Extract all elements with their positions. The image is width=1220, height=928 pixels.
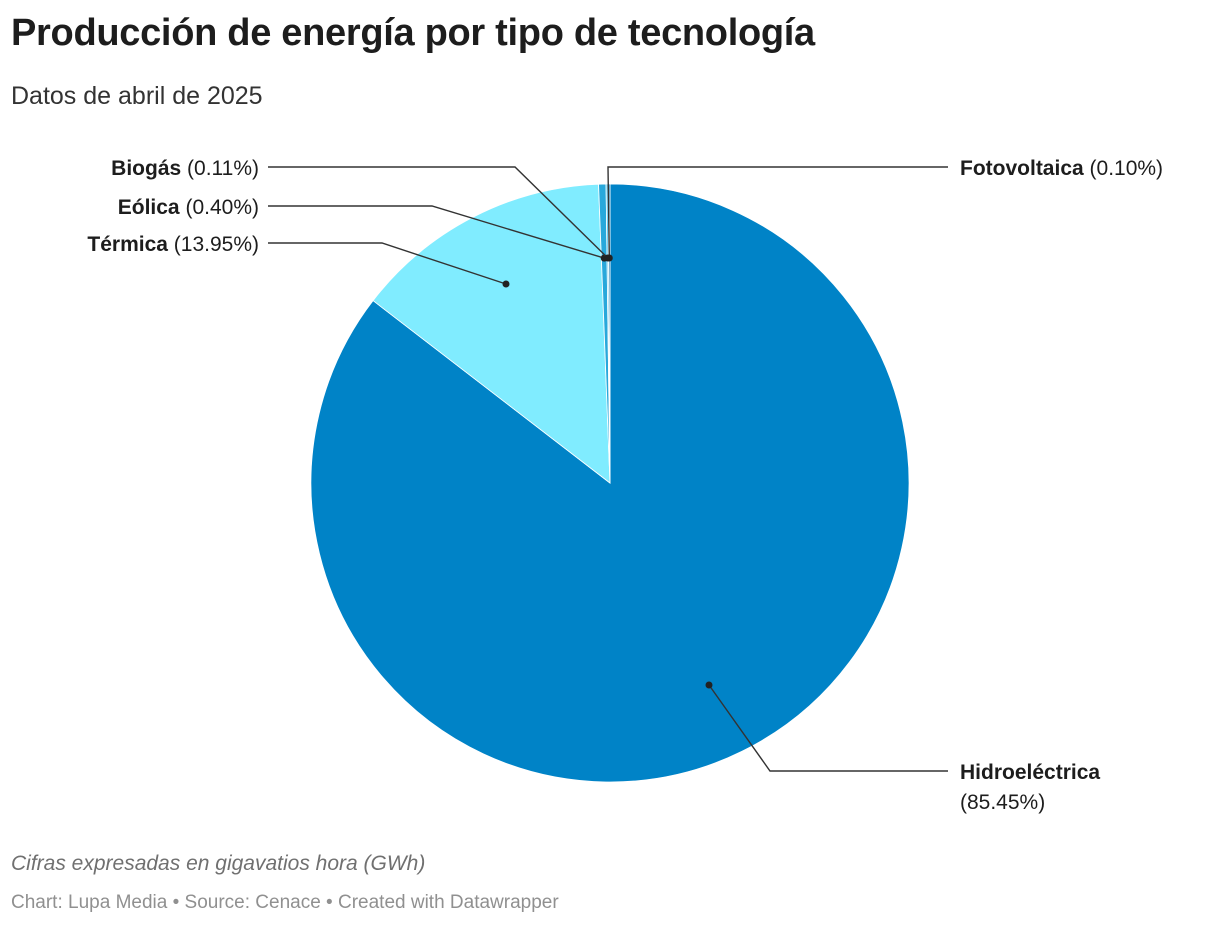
leader-line-biogas — [268, 166, 609, 259]
unit-note: Cifras expresadas en gigavatios hora (GW… — [11, 852, 426, 875]
slice-label-name-eolica: Eólica — [118, 196, 180, 219]
credits-footer: Chart: Lupa Media • Source: Cenace • Cre… — [11, 892, 559, 913]
slice-label-name-biogas: Biogás — [111, 157, 181, 180]
slice-labels: Hidroeléctrica (85.45%) Térmica (13.95%) Eó… — [87, 157, 1163, 814]
slice-label-value-hidroelectrica: (85.45%) — [960, 791, 1045, 814]
chart-title: Producción de energía por tipo de tecnol… — [11, 12, 815, 54]
slice-label-value-fotovoltaica: (0.10%) — [1084, 157, 1163, 180]
slice-label-hidroelectrica: Hidroeléctrica (85.45%) — [960, 761, 1100, 814]
chart-subtitle: Datos de abril de 2025 — [11, 82, 263, 110]
leader-line-fotovoltaica — [607, 166, 948, 259]
label-leader-lines — [268, 166, 948, 772]
slice-label-value-termica: (13.95%) — [168, 233, 259, 256]
slice-label-name-hidroelectrica: Hidroeléctrica — [960, 761, 1100, 784]
slice-label-name-termica: Térmica — [87, 233, 168, 256]
leader-dot-termica — [502, 280, 510, 288]
slice-label-value-biogas: (0.11%) — [181, 157, 259, 180]
leader-line-hidroelectrica — [708, 684, 948, 772]
leader-line-termica — [268, 242, 507, 285]
leader-line-eolica — [268, 205, 605, 259]
slice-label-termica: Térmica (13.95%) — [87, 233, 259, 256]
slice-label-biogas: Biogás (0.11%) — [111, 157, 259, 180]
slice-label-eolica: Eólica (0.40%) — [118, 196, 259, 219]
pie-slices — [310, 183, 910, 783]
leader-dot-fotovoltaica — [605, 254, 613, 262]
slice-label-value-eolica: (0.40%) — [180, 196, 259, 219]
slice-label-name-fotovoltaica: Fotovoltaica — [960, 157, 1084, 180]
leader-dot-hidroelectrica — [705, 681, 713, 689]
slice-label-fotovoltaica: Fotovoltaica (0.10%) — [960, 157, 1163, 180]
